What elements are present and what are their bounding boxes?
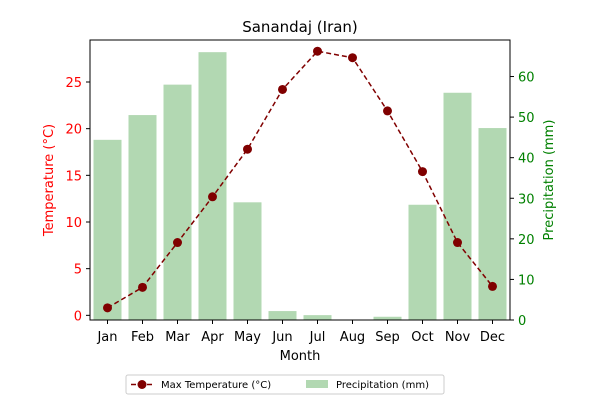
- left-axis-ticks: 0 5 10 15 20 25: [65, 76, 90, 324]
- temperature-point-dec: [488, 281, 497, 291]
- temperature-line-series: [103, 46, 497, 313]
- precip-bar-nov: [443, 92, 472, 320]
- temperature-point-feb: [138, 282, 147, 292]
- temperature-point-mar: [173, 238, 182, 248]
- left-tick-label: 5: [74, 263, 82, 278]
- precip-bar-jun: [268, 311, 297, 320]
- precip-bar-jul: [303, 315, 332, 320]
- x-tick-label: Aug: [340, 330, 365, 345]
- x-tick-label: Nov: [445, 330, 471, 345]
- legend-label-precipitation: Precipitation (mm): [336, 380, 429, 391]
- temperature-point-jan: [103, 303, 112, 313]
- left-axis-title: Temperature (°C): [42, 124, 57, 237]
- temperature-point-oct: [418, 167, 427, 177]
- left-tick-label: 25: [65, 76, 82, 91]
- x-tick-label: May: [234, 330, 261, 345]
- precip-bar-oct: [408, 204, 437, 320]
- precipitation-bars: [93, 52, 507, 320]
- x-tick-label: Dec: [480, 330, 505, 345]
- right-tick-label: 60: [518, 71, 535, 86]
- precip-bar-jan: [93, 139, 122, 320]
- temperature-point-sep: [383, 106, 392, 116]
- x-tick-label: Feb: [131, 330, 154, 345]
- x-axis-ticks: Jan Feb Mar Apr May Jun Jul Aug Sep Oct Nov Dec: [96, 320, 505, 345]
- left-tick-label: 20: [65, 123, 82, 138]
- right-tick-label: 50: [518, 111, 535, 126]
- x-tick-label: Oct: [411, 330, 433, 345]
- left-tick-label: 0: [74, 309, 82, 324]
- temperature-point-nov: [453, 238, 462, 248]
- temperature-point-may: [243, 144, 252, 154]
- x-tick-label: Apr: [201, 330, 224, 345]
- temperature-point-jun: [278, 84, 287, 94]
- right-tick-label: 30: [518, 192, 535, 207]
- precip-bar-may: [233, 202, 262, 320]
- x-tick-label: Jan: [96, 330, 117, 345]
- right-tick-label: 0: [518, 314, 526, 329]
- temperature-point-jul: [313, 46, 322, 56]
- legend-frame: [125, 374, 445, 395]
- precip-bar-mar: [163, 84, 192, 320]
- legend-label-temperature: Max Temperature (°C): [161, 380, 271, 391]
- chart-title: Sanandaj (Iran): [242, 18, 358, 36]
- precip-bar-dec: [478, 128, 507, 320]
- right-tick-label: 40: [518, 152, 535, 167]
- left-tick-label: 10: [65, 216, 82, 231]
- left-tick-label: 15: [65, 169, 82, 184]
- x-tick-label: Jun: [271, 330, 292, 345]
- right-tick-label: 10: [518, 273, 535, 288]
- precip-bar-sep: [373, 316, 402, 320]
- legend-marker-swatch: [137, 380, 147, 389]
- x-tick-label: Jul: [309, 330, 326, 345]
- x-tick-label: Sep: [375, 330, 400, 345]
- plot-frame: [89, 39, 511, 321]
- temperature-point-aug: [348, 53, 357, 63]
- x-axis-title: Month: [280, 349, 321, 364]
- precip-bar-apr: [198, 52, 227, 320]
- legend: Max Temperature (°C) Precipitation (mm): [125, 374, 445, 395]
- right-tick-label: 20: [518, 233, 535, 248]
- temperature-point-apr: [208, 192, 217, 202]
- axes: [89, 39, 511, 321]
- right-axis-title: Precipitation (mm): [542, 120, 557, 241]
- x-tick-label: Mar: [165, 330, 190, 345]
- legend-bar-swatch: [306, 380, 328, 388]
- right-axis-ticks: 0 10 20 30 40 50 60: [510, 71, 535, 329]
